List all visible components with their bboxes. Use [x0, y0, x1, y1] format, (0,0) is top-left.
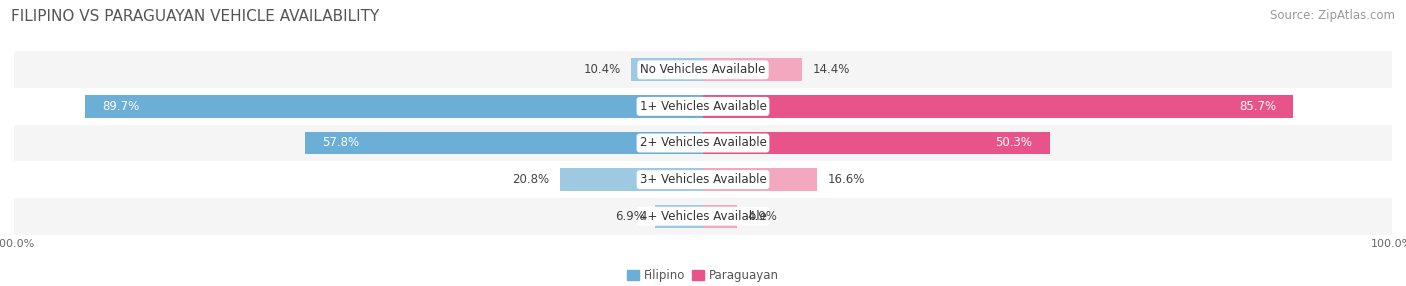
- Bar: [703, 168, 817, 191]
- Text: 14.4%: 14.4%: [813, 63, 849, 76]
- Bar: [703, 95, 1294, 118]
- Text: 16.6%: 16.6%: [828, 173, 865, 186]
- Text: 4+ Vehicles Available: 4+ Vehicles Available: [640, 210, 766, 223]
- Bar: [703, 58, 803, 81]
- Text: 4.9%: 4.9%: [747, 210, 778, 223]
- Bar: [631, 58, 703, 81]
- Bar: [14, 51, 1392, 88]
- Text: 85.7%: 85.7%: [1239, 100, 1277, 113]
- Bar: [14, 88, 1392, 125]
- Text: 20.8%: 20.8%: [512, 173, 550, 186]
- Text: 3+ Vehicles Available: 3+ Vehicles Available: [640, 173, 766, 186]
- Text: 1+ Vehicles Available: 1+ Vehicles Available: [640, 100, 766, 113]
- Text: Source: ZipAtlas.com: Source: ZipAtlas.com: [1270, 9, 1395, 21]
- Bar: [84, 95, 703, 118]
- Text: 6.9%: 6.9%: [616, 210, 645, 223]
- Text: No Vehicles Available: No Vehicles Available: [640, 63, 766, 76]
- Text: 89.7%: 89.7%: [103, 100, 139, 113]
- Text: 10.4%: 10.4%: [583, 63, 621, 76]
- Bar: [703, 132, 1049, 154]
- Text: 57.8%: 57.8%: [322, 136, 359, 150]
- Text: 50.3%: 50.3%: [995, 136, 1032, 150]
- Bar: [655, 205, 703, 228]
- Legend: Filipino, Paraguayan: Filipino, Paraguayan: [623, 265, 783, 286]
- Bar: [14, 198, 1392, 235]
- Bar: [560, 168, 703, 191]
- Bar: [703, 205, 737, 228]
- Bar: [14, 161, 1392, 198]
- Text: 2+ Vehicles Available: 2+ Vehicles Available: [640, 136, 766, 150]
- Bar: [305, 132, 703, 154]
- Bar: [14, 125, 1392, 161]
- Text: FILIPINO VS PARAGUAYAN VEHICLE AVAILABILITY: FILIPINO VS PARAGUAYAN VEHICLE AVAILABIL…: [11, 9, 380, 23]
